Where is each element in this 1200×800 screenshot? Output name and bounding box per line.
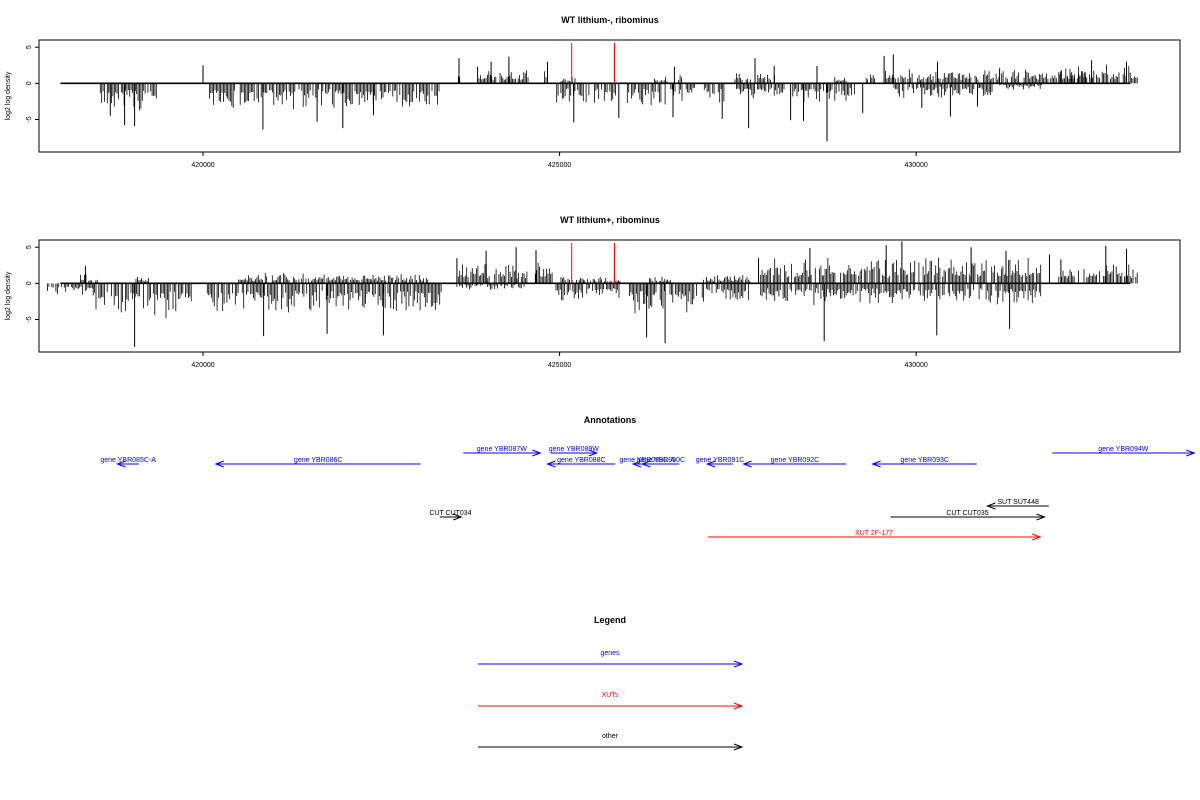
legend-item-xuts: XUTs	[478, 692, 744, 710]
panel-1-y-axis: 5 0 -5	[26, 45, 39, 123]
panel-1-title: WT lithium-, ribominus	[561, 15, 659, 25]
y-tick-label: -5	[26, 316, 33, 322]
x-tick-label: 430000	[904, 362, 927, 369]
feature-arrowhead	[214, 460, 225, 468]
feature-arrowhead	[871, 460, 881, 468]
feature-arrowhead	[742, 460, 752, 468]
feature-arrowhead	[1036, 513, 1046, 521]
x-tick-label: 425000	[548, 362, 571, 369]
legend-items: genes XUTs other	[478, 650, 744, 751]
annotation-feature: SUT SUT448	[986, 499, 1049, 510]
feature-label: gene YBR087W	[477, 446, 527, 453]
legend-item-other: other	[478, 733, 744, 751]
legend-arrowhead	[733, 660, 744, 668]
x-tick-label: 430000	[904, 162, 927, 169]
annotation-feature: CUT CUT035	[890, 510, 1046, 521]
panel-2-y-axis: 5 0 -5	[26, 245, 39, 323]
annotation-feature: CUT CUT034	[429, 510, 472, 521]
annotation-feature: gene YBR086C	[214, 457, 421, 468]
feature-label: gene YBR092C	[771, 457, 820, 464]
feature-label: gene YBR093C	[900, 457, 949, 464]
feature-arrowhead	[116, 460, 126, 468]
feature-label: gene YBR085C-A	[100, 457, 156, 464]
feature-label: gene YBR088C	[557, 457, 606, 464]
legend-item-genes: genes	[478, 650, 744, 668]
feature-label: gene YBR094W	[1098, 446, 1148, 453]
annotation-feature: gene YBR091C	[696, 457, 745, 468]
feature-arrowhead	[546, 460, 556, 468]
y-tick-label: 0	[26, 281, 33, 285]
panel-1-markers	[571, 43, 615, 84]
annotation-feature: gene YBR085C-A	[100, 457, 156, 468]
legend-arrowhead	[733, 702, 744, 710]
panel-1-x-axis: 420000 425000 430000	[191, 152, 928, 169]
feature-label: gene YBR090C	[637, 457, 686, 464]
legend-label: XUTs	[602, 692, 619, 699]
feature-label: SUT SUT448	[997, 499, 1039, 506]
x-tick-label: 420000	[191, 162, 214, 169]
panel-2-x-axis: 420000 425000 430000	[191, 352, 928, 369]
feature-arrowhead	[631, 460, 642, 468]
panel-1-bars	[60, 54, 1138, 142]
panel-2-title: WT lithium+, ribominus	[560, 215, 660, 225]
feature-arrowhead	[452, 513, 463, 521]
legend-arrowhead	[733, 743, 744, 751]
y-tick-label: 5	[26, 45, 33, 49]
feature-arrowhead	[588, 449, 599, 457]
annotations-title: Annotations	[584, 415, 637, 425]
legend-label: other	[602, 733, 619, 740]
y-tick-label: 0	[26, 81, 33, 85]
panel-lithium-minus: WT lithium-, ribominus 5 0 -5 420000 425000…	[5, 15, 1181, 169]
y-tick-label: 5	[26, 245, 33, 249]
panel-lithium-plus: WT lithium+, ribominus 5 0 -5 420000 425000…	[5, 215, 1181, 369]
panel-2-y-label: log2 log density	[5, 271, 12, 320]
feature-label: gene YBR089C-A	[620, 457, 676, 464]
annotation-feature: gene YBR088C	[546, 457, 616, 468]
legend-label: genes	[600, 650, 620, 657]
panel-2-markers	[571, 243, 615, 284]
panel-2-bars	[47, 241, 1138, 347]
annotation-features: gene YBR085C-A gene YBR086C gene YBR087W ge…	[100, 446, 1196, 541]
annotation-feature: gene YBR090C	[637, 457, 686, 468]
feature-label: XUT 2F-177	[855, 530, 893, 537]
feature-label: CUT CUT034	[429, 510, 471, 517]
feature-label: gene YBR089W	[549, 446, 599, 453]
feature-arrowhead	[532, 449, 542, 457]
annotation-feature: XUT 2F-177	[707, 530, 1042, 541]
panel-1-frame	[38, 39, 1181, 153]
feature-arrowhead	[986, 502, 996, 510]
legend-title: Legend	[594, 615, 626, 625]
panel-1-y-label: log2 log density	[5, 71, 12, 120]
annotations-track: Annotations gene YBR085C-A gene YBR086Cge…	[100, 415, 1196, 541]
annotation-feature: gene YBR092C	[742, 457, 847, 468]
y-tick-label: -5	[26, 116, 33, 122]
feature-arrowhead	[1032, 533, 1042, 541]
legend: Legend genes XUTs other	[478, 615, 744, 751]
feature-arrowhead	[705, 460, 716, 468]
x-tick-label: 425000	[548, 162, 571, 169]
annotation-feature: gene YBR093C	[871, 457, 977, 468]
feature-arrowhead	[1186, 449, 1196, 457]
annotation-feature: gene YBR089W	[549, 446, 599, 457]
annotation-feature: gene YBR094W	[1052, 446, 1196, 457]
feature-label: gene YBR091C	[696, 457, 745, 464]
annotation-feature: gene YBR087W	[463, 446, 542, 457]
feature-label: gene YBR086C	[294, 457, 343, 464]
feature-arrowhead	[640, 460, 651, 468]
x-tick-label: 420000	[191, 362, 214, 369]
panel-2-frame	[38, 239, 1181, 353]
feature-label: CUT CUT035	[946, 510, 988, 517]
